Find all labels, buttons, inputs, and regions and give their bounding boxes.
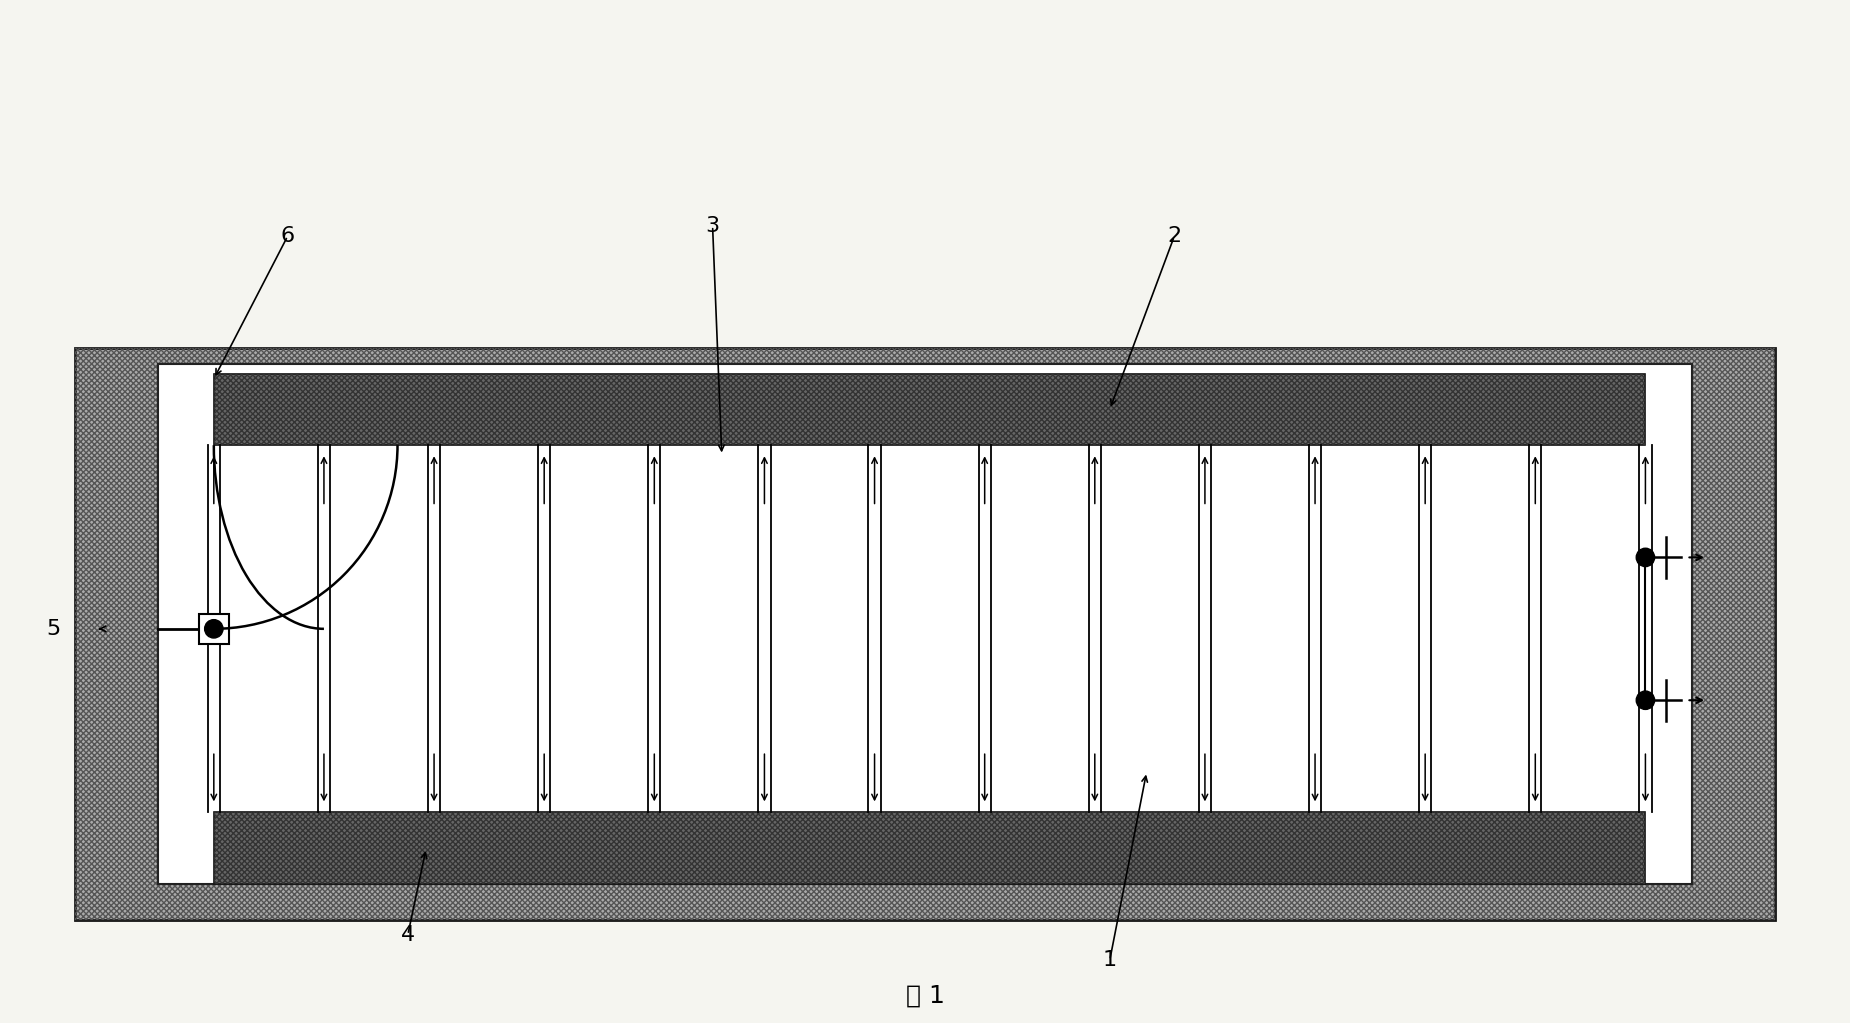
Bar (215, 812, 1645, 884)
Bar (76, 348, 1774, 920)
Bar (215, 812, 1645, 884)
Bar (215, 373, 1645, 445)
Text: 3: 3 (705, 216, 720, 236)
Text: 5: 5 (46, 619, 61, 638)
Bar (159, 363, 1691, 884)
Text: 2: 2 (1167, 226, 1182, 247)
Circle shape (1635, 692, 1654, 709)
Text: 4: 4 (401, 925, 414, 945)
Circle shape (205, 620, 224, 638)
Text: 1: 1 (1103, 950, 1117, 971)
Text: 6: 6 (281, 226, 294, 247)
Text: 图 1: 图 1 (905, 984, 945, 1008)
Bar (215, 373, 1645, 445)
Bar (76, 348, 1774, 920)
Bar (198, 614, 229, 644)
Circle shape (1635, 548, 1654, 567)
